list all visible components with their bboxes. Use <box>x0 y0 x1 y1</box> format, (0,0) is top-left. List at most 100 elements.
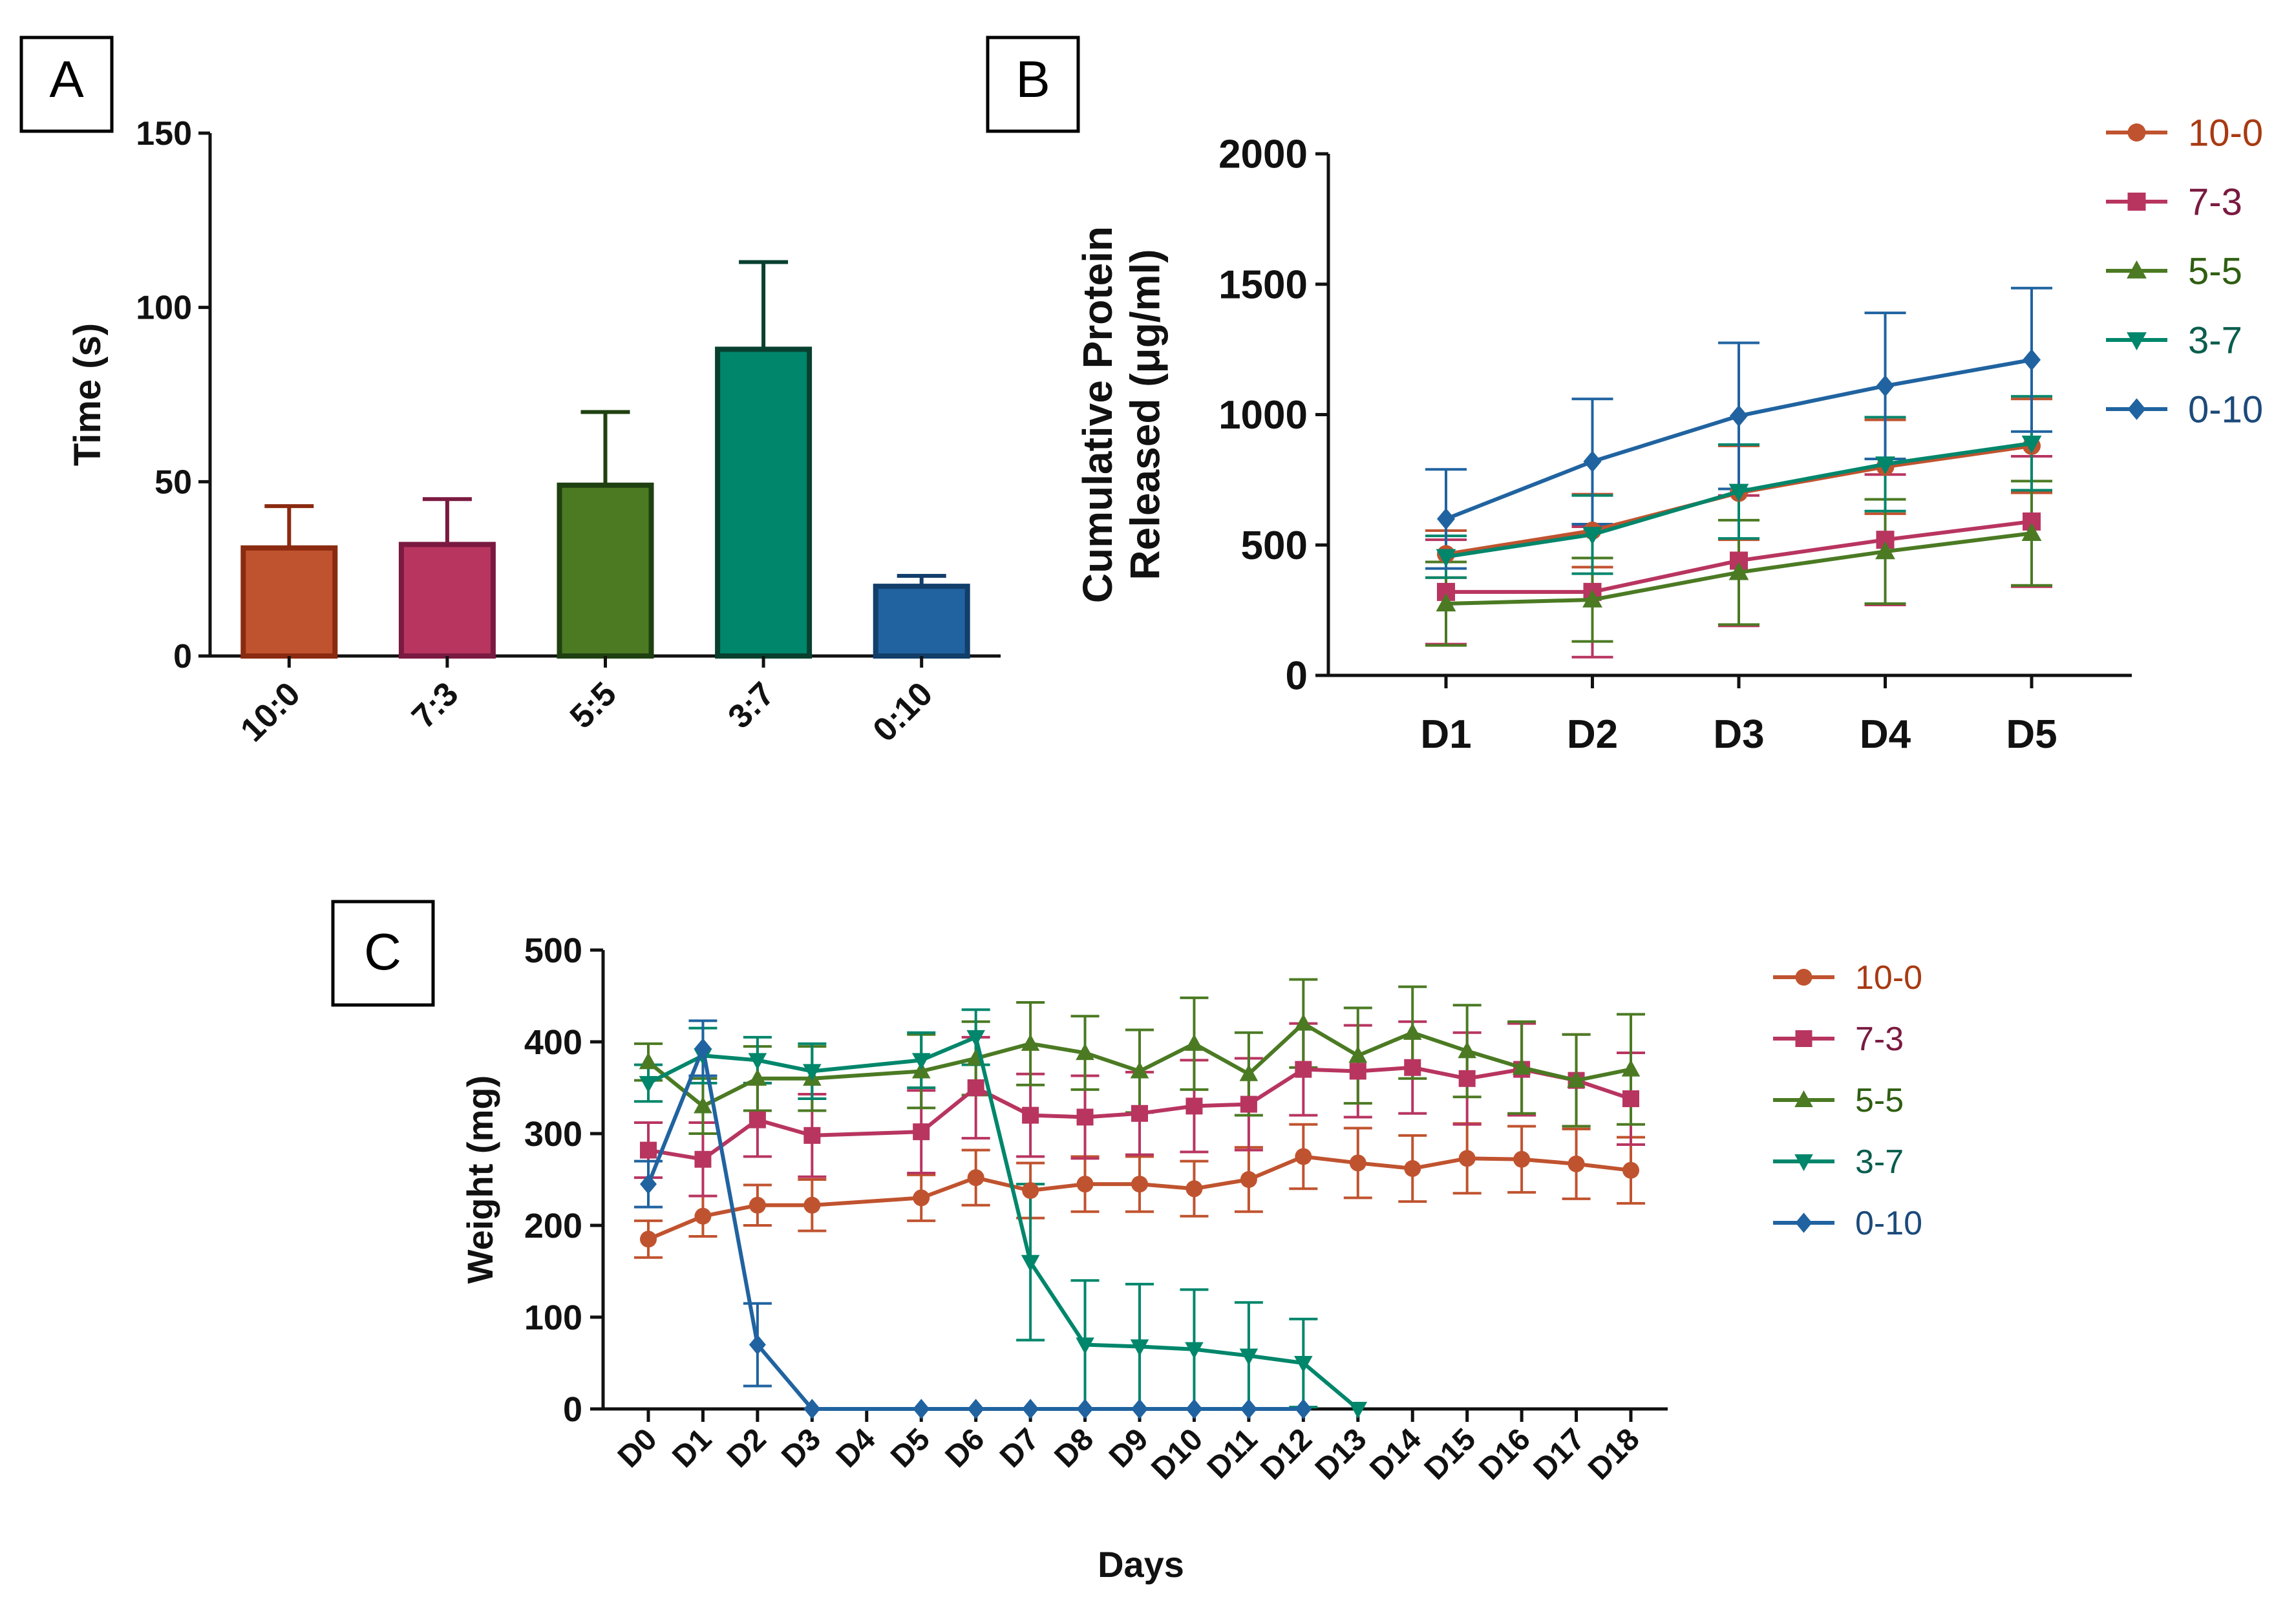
data-point-c-0-10 <box>1131 1399 1148 1419</box>
data-point-c-5-5 <box>639 1052 658 1070</box>
data-point-b-3-7 <box>1728 483 1749 502</box>
x-tick-label-c: D3 <box>775 1422 827 1474</box>
data-point-c-7-3 <box>1622 1090 1639 1108</box>
y-tick-label-b: 0 <box>1286 654 1308 699</box>
data-point-b-5-5 <box>2021 522 2042 541</box>
data-point-b-5-5 <box>1728 562 1749 580</box>
data-point-c-7-3 <box>1185 1097 1203 1115</box>
data-point-c-3-7 <box>966 1030 985 1047</box>
data-point-c-0-10 <box>967 1399 984 1419</box>
data-point-c-5-5 <box>1348 1046 1368 1063</box>
x-tick-label-b: D5 <box>2006 712 2057 757</box>
data-point-c-3-7 <box>1294 1355 1313 1373</box>
y-tick-label-a: 150 <box>136 115 192 153</box>
legend-marker-c-3-7 <box>1794 1154 1813 1171</box>
data-point-c-10-0 <box>913 1189 930 1207</box>
data-point-c-10-0 <box>1131 1176 1148 1193</box>
y-tick-label-a: 0 <box>173 638 192 675</box>
y-axis-title-a: Time (s) <box>67 323 109 466</box>
x-tick-label-c: D5 <box>884 1422 937 1474</box>
legend-marker-c-5-5 <box>1794 1090 1813 1108</box>
y-tick-label-a: 50 <box>154 463 192 501</box>
data-point-c-7-3 <box>749 1111 766 1128</box>
data-point-c-10-0 <box>1185 1180 1203 1198</box>
legend-label-b-0-10: 0-10 <box>2188 388 2263 430</box>
legend-label-c-0-10: 0-10 <box>1855 1205 1922 1242</box>
data-point-c-0-10 <box>1240 1399 1257 1419</box>
x-tick-label-c: D15 <box>1418 1422 1483 1486</box>
data-point-c-7-3 <box>913 1123 930 1141</box>
y-tick-label-c: 500 <box>524 931 582 970</box>
legend-label-c-3-7: 3-7 <box>1855 1143 1904 1181</box>
legend-marker-c-10-0 <box>1795 969 1812 986</box>
data-point-c-7-3 <box>1076 1108 1094 1126</box>
x-axis-title-c: Days <box>1098 1544 1184 1585</box>
data-point-c-10-0 <box>803 1196 821 1214</box>
x-tick-label-c: D6 <box>939 1422 992 1474</box>
x-tick-label-c: D7 <box>994 1422 1046 1474</box>
data-point-c-5-5 <box>1021 1033 1040 1051</box>
data-point-c-5-5 <box>1294 1013 1313 1031</box>
x-tick-label-c: D4 <box>830 1422 882 1474</box>
x-tick-label-c: D2 <box>721 1422 773 1474</box>
legend-label-b-7-3: 7-3 <box>2188 181 2242 223</box>
data-point-c-7-3 <box>1349 1063 1366 1080</box>
data-point-c-7-3 <box>1295 1061 1312 1078</box>
data-point-c-7-3 <box>1240 1095 1257 1113</box>
y-tick-label-b: 1000 <box>1218 393 1308 438</box>
data-point-c-7-3 <box>640 1141 657 1159</box>
data-point-c-10-0 <box>1513 1150 1531 1168</box>
data-point-c-7-3 <box>803 1127 821 1144</box>
chart-b: 0 500 1000 1500 2000 D1 D2 D3 D4 D5 Cumulative Pro… <box>1074 112 2263 757</box>
x-tick-label-b: D1 <box>1420 712 1471 757</box>
legend-label-c-7-3: 7-3 <box>1855 1021 1904 1058</box>
x-tick-label-b: D3 <box>1713 712 1764 757</box>
data-point-c-3-7 <box>1130 1339 1149 1357</box>
x-tick-label-c: D12 <box>1254 1422 1319 1486</box>
data-point-b-3-7 <box>1582 527 1602 545</box>
data-point-c-5-5 <box>1621 1059 1641 1077</box>
x-tick-label-a: 0:10 <box>866 675 941 749</box>
data-point-c-5-5 <box>1130 1061 1149 1079</box>
panel-c-label: C <box>331 900 435 1007</box>
data-point-c-10-0 <box>967 1169 984 1187</box>
data-point-c-10-0 <box>1349 1154 1366 1172</box>
x-tick-label-c: D18 <box>1582 1422 1646 1486</box>
y-tick-label-b: 1500 <box>1218 262 1308 307</box>
legend-marker-b-10-0 <box>2127 123 2146 142</box>
data-point-c-3-7 <box>1021 1254 1040 1272</box>
y-tick-label-c: 0 <box>563 1390 582 1429</box>
data-point-c-3-7 <box>1185 1342 1204 1359</box>
data-point-c-0-10 <box>1185 1399 1203 1419</box>
data-point-c-3-7 <box>911 1053 931 1070</box>
data-point-c-0-10 <box>803 1399 821 1419</box>
data-point-b-0-10 <box>1437 508 1455 530</box>
data-point-c-5-5 <box>1076 1043 1094 1061</box>
x-tick-label-c: D14 <box>1363 1422 1428 1486</box>
bar-0:10 <box>873 584 970 659</box>
y-tick-label-c: 400 <box>524 1023 582 1062</box>
data-point-c-3-7 <box>803 1064 822 1081</box>
data-point-c-0-10 <box>913 1399 930 1419</box>
y-tick-label-c: 100 <box>524 1298 582 1337</box>
legend-label-b-3-7: 3-7 <box>2188 319 2242 361</box>
bar-7:3 <box>398 542 496 659</box>
data-point-c-7-3 <box>1131 1105 1148 1122</box>
data-point-c-7-3 <box>1404 1059 1421 1076</box>
legend-marker-b-5-5 <box>2127 260 2147 279</box>
y-tick-label-b: 500 <box>1241 524 1308 568</box>
data-point-c-3-7 <box>1348 1401 1368 1419</box>
data-point-c-0-10 <box>1295 1399 1312 1419</box>
x-tick-label-c: D8 <box>1048 1422 1100 1474</box>
x-tick-label-c: D10 <box>1145 1422 1209 1486</box>
x-tick-label-a: 7:3 <box>405 675 465 735</box>
data-point-c-0-10 <box>640 1174 657 1194</box>
chart-a: 0 50 100 150 Time (s) 10:0 7:3 5:5 3:7 0:10 <box>67 115 1001 749</box>
y-axis-title-b: Cumulative Protein <box>1074 226 1121 603</box>
data-point-c-10-0 <box>640 1231 657 1248</box>
x-tick-label-c: D0 <box>611 1422 664 1474</box>
legend-marker-c-0-10 <box>1795 1212 1812 1233</box>
data-point-c-10-0 <box>1404 1159 1421 1177</box>
